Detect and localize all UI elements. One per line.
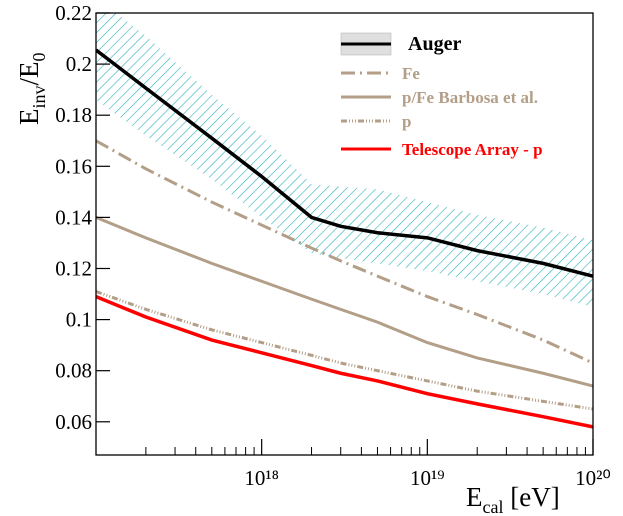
y-tick-label: 0.18 xyxy=(55,103,92,127)
y-axis-title-part: inv xyxy=(29,85,49,108)
legend-label: Fe xyxy=(402,64,420,83)
plot-frame xyxy=(95,12,594,456)
legend-label: Telescope Array - p xyxy=(402,140,543,159)
x-tick-label: 10¹⁹ xyxy=(410,466,445,490)
y-tick-label: 0.1 xyxy=(66,308,92,332)
series-line xyxy=(96,48,593,278)
plot-area xyxy=(96,13,593,429)
y-tick-label: 0.08 xyxy=(55,359,92,383)
y-axis-title-part: E xyxy=(14,109,44,126)
y-tick-label: 0.16 xyxy=(55,154,92,178)
y-axis-title-part: 0 xyxy=(29,52,49,61)
y-axis-title-part: /E xyxy=(14,61,44,85)
series-line xyxy=(96,294,593,429)
legend-label: p xyxy=(402,112,411,131)
series-line xyxy=(96,139,593,365)
y-tick-label: 0.12 xyxy=(55,256,92,280)
x-axis-title: Ecal [eV] xyxy=(466,482,560,516)
x-tick-label: 10¹⁸ xyxy=(244,466,279,490)
y-tick-label: 0.06 xyxy=(55,410,92,434)
x-axis-title-part: [eV] xyxy=(503,482,559,512)
x-axis-title-part: E xyxy=(466,482,483,512)
y-axis-title: Einv/E0 xyxy=(14,52,49,125)
legend-label: p/Fe Barbosa et al. xyxy=(402,88,538,107)
y-tick-label: 0.14 xyxy=(55,205,92,229)
y-tick-label: 0.2 xyxy=(66,52,92,76)
series-line xyxy=(96,290,593,411)
x-axis-title-part: cal xyxy=(483,497,504,516)
y-tick-label: 0.22 xyxy=(55,1,92,25)
x-tick-label: 10²⁰ xyxy=(575,466,611,490)
auger-band xyxy=(96,13,593,307)
legend-label: Auger xyxy=(408,33,461,55)
series-line xyxy=(96,216,593,388)
